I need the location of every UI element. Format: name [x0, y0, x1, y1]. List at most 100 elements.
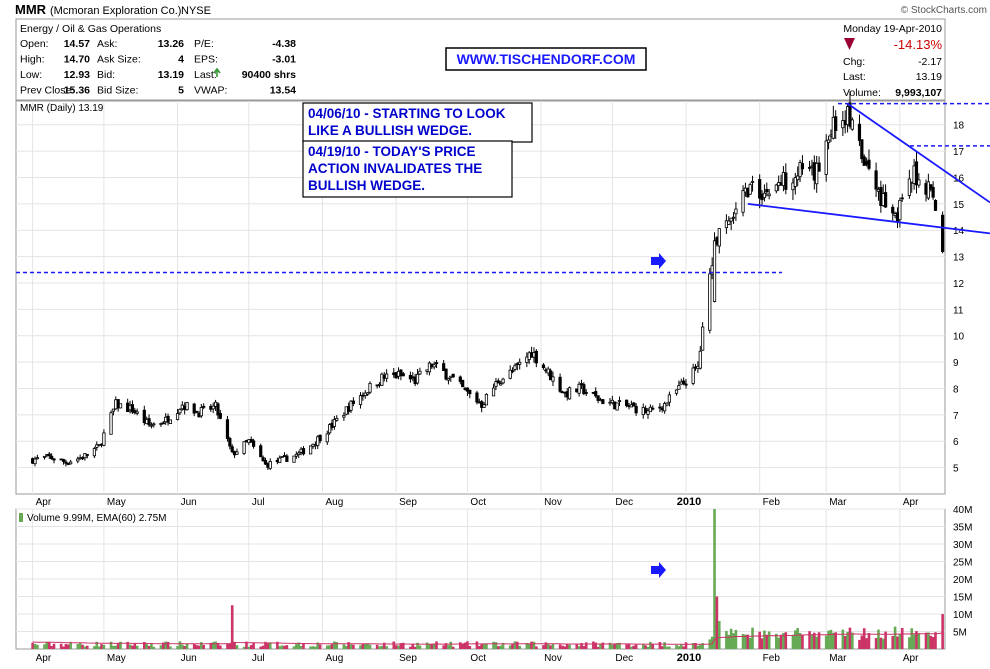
quote-value: -4.38 [272, 38, 296, 50]
volume-bar [344, 645, 348, 649]
volume-bar [401, 642, 405, 649]
volume-bar [860, 635, 864, 649]
volume-bar [202, 644, 206, 649]
candle-body [358, 395, 363, 406]
volume-bar [447, 645, 450, 649]
volume-bar [924, 632, 928, 649]
volume-bar [143, 642, 146, 649]
candle-body [168, 419, 173, 424]
candle-body [427, 362, 432, 373]
chg-value: -2.17 [918, 56, 942, 68]
candle-body [667, 394, 671, 403]
volume-bar [896, 636, 899, 649]
candle-body [729, 217, 733, 222]
volume-bar [382, 642, 386, 649]
quote-value: 12.93 [64, 69, 90, 81]
volume-bar [302, 643, 305, 649]
quote-value: 14.70 [64, 54, 90, 66]
volume-bar [482, 643, 486, 649]
volume-bar [335, 642, 339, 649]
candle-body [76, 458, 80, 462]
last-label: Last: [843, 71, 866, 83]
candle-body [415, 373, 420, 384]
candle-body [152, 423, 156, 426]
price-tick-label: 6 [953, 437, 959, 448]
candle-body [69, 461, 73, 465]
volume-panel-title: Volume 9.99M, EMA(60) 2.75M [27, 513, 167, 524]
volume-month-tick-label: Mar [829, 653, 847, 664]
candle-body [95, 444, 99, 448]
candle-body [33, 458, 37, 465]
volume-bar [941, 614, 944, 649]
candle-body [242, 441, 246, 454]
price-tick-label: 7 [953, 411, 959, 422]
volume-bar [309, 646, 312, 649]
volume-bar [349, 644, 353, 649]
volume-bar [499, 645, 502, 649]
volume-bar [668, 646, 671, 649]
volume-bar [744, 634, 747, 649]
candle-body [496, 380, 500, 384]
volume-tick-label: 40M [953, 505, 972, 516]
candle-body [192, 403, 196, 414]
volume-bar [651, 644, 655, 649]
volume-bar [249, 645, 253, 649]
volume-bar [52, 643, 56, 649]
candle-body [185, 402, 189, 411]
candle-body [366, 392, 370, 395]
candle-body [135, 411, 139, 414]
volume-bar [112, 645, 115, 649]
volume-bar [425, 642, 429, 649]
volume-bar [59, 643, 63, 649]
volume-bar [216, 642, 220, 649]
annotation-box-1: 04/06/10 - STARTING TO LOOK LIKE A BULLI… [302, 102, 533, 143]
volume-bar [751, 627, 754, 649]
volume-bar [392, 641, 396, 649]
candle-body [401, 373, 405, 377]
quote-label: VWAP: [194, 85, 227, 97]
candle-body [926, 181, 930, 199]
volume-bar [808, 631, 811, 649]
volume-bar [162, 642, 165, 649]
quote-label: Ask Size: [97, 54, 141, 66]
volume-bar [698, 644, 702, 649]
volume-month-tick-label: Sep [399, 653, 417, 664]
volume-bar [734, 629, 738, 649]
volume-bar [801, 634, 804, 649]
candle-body [80, 457, 85, 460]
arrow-right-icon-volume [651, 562, 666, 578]
volume-bar [746, 634, 750, 649]
candle-body [807, 166, 812, 169]
volume-bar [276, 641, 279, 649]
volume-bar [900, 628, 904, 649]
volume-bar [691, 643, 695, 649]
candle-body [508, 369, 512, 379]
volume-bar [727, 634, 731, 649]
candle-body [47, 453, 51, 457]
month-tick-label: Dec [615, 497, 633, 508]
price-tick-label: 9 [953, 358, 959, 369]
volume-bar [867, 633, 871, 649]
volume-bar [259, 646, 263, 649]
volume-bar [463, 642, 467, 649]
candle-body [701, 326, 705, 351]
candle-body [349, 400, 353, 411]
volume-month-tick-label: Dec [615, 653, 633, 664]
volume-bar [561, 645, 564, 649]
volume-month-tick-label: Jun [181, 653, 197, 664]
volume-bar [78, 642, 82, 649]
annotation-2-line-2: ACTION INVALIDATES THE [308, 161, 482, 176]
volume-bar [418, 645, 422, 649]
volume-bar [613, 643, 617, 649]
volume-bar [775, 633, 778, 649]
candle-body [325, 433, 329, 443]
volume-bar [102, 644, 106, 649]
quote-value: 13.54 [270, 85, 296, 97]
candle-body [218, 413, 222, 419]
volume-bar [247, 646, 251, 649]
candle-body [551, 376, 555, 382]
candle-body [758, 179, 762, 199]
candle-body [884, 192, 888, 208]
candle-body [482, 404, 486, 408]
volume-bar [176, 646, 179, 649]
